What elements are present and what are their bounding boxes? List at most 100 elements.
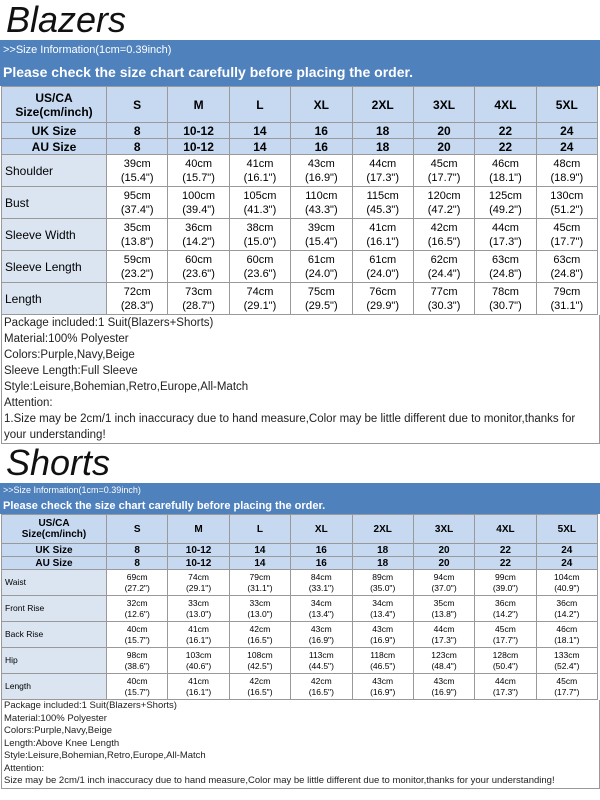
measure-row: Length 40cm (15.7") 41cm (16.1") 42cm (16.5") 4…: [1, 673, 599, 700]
measure-value: 44cm: [433, 623, 455, 634]
size-cell: 18: [351, 543, 414, 557]
measure-cell: 61cm (24.0"): [351, 250, 414, 283]
measure-cell: 36cm (14.2"): [167, 218, 230, 251]
measure-value: (40.6"): [185, 660, 212, 671]
size-cell: 10-12: [167, 556, 230, 570]
measure-cell: 36cm (14.2"): [474, 595, 537, 622]
measure-value: (15.4"): [120, 171, 154, 184]
measure-cell: 41cm (16.1"): [167, 621, 230, 648]
measure-cell: 46cm (18.1"): [474, 154, 537, 187]
measure-value: (17.3"): [366, 171, 399, 184]
measure-value: 62cm: [430, 253, 458, 266]
row-label: UK Size: [1, 543, 107, 557]
measure-cell: 60cm (23.6"): [167, 250, 230, 283]
measure-cell: 33cm (13.0"): [167, 595, 230, 622]
row-label: Sleeve Length: [1, 250, 107, 283]
measure-value: 69cm: [126, 571, 148, 582]
measure-value: (52.4"): [554, 660, 580, 671]
measure-value: 72cm: [123, 285, 151, 298]
note-line: Attention:: [4, 762, 45, 774]
measure-value: 110cm: [305, 189, 338, 202]
measure-value: 104cm: [554, 571, 580, 582]
size-cell: 18: [351, 122, 414, 139]
note-line: 1.Size may be 2cm/1 inch inaccuracy due …: [4, 413, 576, 441]
measure-value: (37.0"): [431, 582, 457, 593]
header-label-line: US/CA: [38, 518, 70, 529]
measure-cell: 43cm (16.9"): [351, 621, 414, 648]
measure-cell: 44cm (17.3"): [351, 154, 414, 187]
measure-value: 120cm: [427, 189, 461, 202]
measure-cell: 44cm (17.3"): [474, 218, 537, 251]
row-label: Length: [1, 673, 107, 700]
measure-value: (39.4"): [182, 203, 215, 216]
size-header: 4XL: [474, 514, 537, 544]
measure-cell: 69cm (27.2"): [105, 569, 169, 596]
measure-cell: 39cm (15.4"): [105, 154, 169, 187]
measure-value: 63cm: [491, 253, 519, 266]
measure-row: Bust 95cm (37.4") 100cm (39.4") 105cm (41.3") 1…: [1, 186, 599, 219]
measure-value: 45cm: [556, 675, 578, 686]
measure-value: 39cm: [123, 157, 151, 170]
size-cell: 8: [105, 556, 169, 570]
header-row: US/CA Size(cm/inch) S M L XL 2XL 3XL 4XL 5XL: [1, 514, 599, 544]
measure-value: 60cm: [246, 253, 274, 266]
measure-cell: 120cm (47.2"): [412, 186, 476, 219]
measure-value: 36cm: [556, 597, 578, 608]
notice: Please check the size chart carefully be…: [0, 498, 600, 514]
measure-cell: 63cm (24.8"): [474, 250, 537, 283]
measure-value: (16.5"): [308, 686, 334, 697]
measure-cell: 62cm (24.4"): [412, 250, 476, 283]
measure-value: (24.0"): [304, 267, 338, 280]
measure-value: 36cm: [185, 221, 213, 234]
size-table: US/CA Size(cm/inch) S M L XL 2XL 3XL 4XL 5XL UK Si…: [1, 514, 599, 700]
measure-value: 73cm: [185, 285, 213, 298]
size-cell: 20: [412, 138, 476, 155]
header-label: US/CA Size(cm/inch): [1, 86, 107, 123]
row-label: Front Rise: [1, 595, 107, 622]
measure-value: 45cm: [553, 221, 581, 234]
size-header: 5XL: [535, 514, 599, 544]
measure-cell: 61cm (24.0"): [290, 250, 353, 283]
note-line: Sleeve Length:Full Sleeve: [4, 365, 138, 377]
size-header: 2XL: [351, 86, 414, 123]
size-cell: 24: [535, 543, 599, 557]
measure-cell: 36cm (14.2"): [535, 595, 599, 622]
measure-cell: 44cm (17.3"): [474, 673, 537, 700]
measure-cell: 123cm (48.4"): [412, 647, 476, 674]
au-row: AU Size 8 10-12 14 16 18 20 22 24: [1, 556, 599, 570]
measure-value: 34cm: [372, 597, 394, 608]
size-cell: 18: [351, 556, 414, 570]
measure-value: (44.5"): [308, 660, 334, 671]
header-row: US/CA Size(cm/inch) S M L XL 2XL 3XL 4XL 5XL: [1, 86, 599, 123]
measure-cell: 75cm (29.5"): [290, 282, 353, 315]
measure-cell: 105cm (41.3"): [228, 186, 292, 219]
measure-value: 74cm: [246, 285, 274, 298]
measure-value: (29.1"): [185, 582, 212, 593]
measure-value: 113cm: [308, 649, 334, 660]
row-label: Length: [1, 282, 107, 315]
measure-value: (15.0"): [243, 235, 277, 248]
measure-cell: 60cm (23.6"): [228, 250, 292, 283]
measure-value: (30.3"): [427, 299, 461, 312]
size-header: M: [167, 514, 230, 544]
measure-cell: 45cm (17.7"): [535, 673, 599, 700]
measure-value: 40cm: [185, 157, 213, 170]
measure-value: (13.0"): [185, 608, 212, 619]
note-line: Style:Leisure,Bohemian,Retro,Europe,All-…: [4, 381, 249, 393]
size-cell: 22: [474, 543, 537, 557]
measure-value: (24.0"): [366, 267, 399, 280]
measure-cell: 34cm (13.4"): [351, 595, 414, 622]
measure-cell: 99cm (39.0"): [474, 569, 537, 596]
measure-cell: 46cm (18.1"): [535, 621, 599, 648]
measure-value: 115cm: [366, 189, 399, 202]
measure-value: 34cm: [310, 597, 332, 608]
measure-cell: 44cm (17.3"): [412, 621, 476, 648]
measure-cell: 98cm (38.6"): [105, 647, 169, 674]
measure-value: 130cm: [550, 189, 584, 202]
measure-value: (17.7"): [550, 235, 584, 248]
measure-value: (12.6"): [124, 608, 150, 619]
measure-cell: 128cm (50.4"): [474, 647, 537, 674]
header-label-line: US/CA: [35, 90, 73, 105]
measure-cell: 42cm (16.5"): [290, 673, 353, 700]
